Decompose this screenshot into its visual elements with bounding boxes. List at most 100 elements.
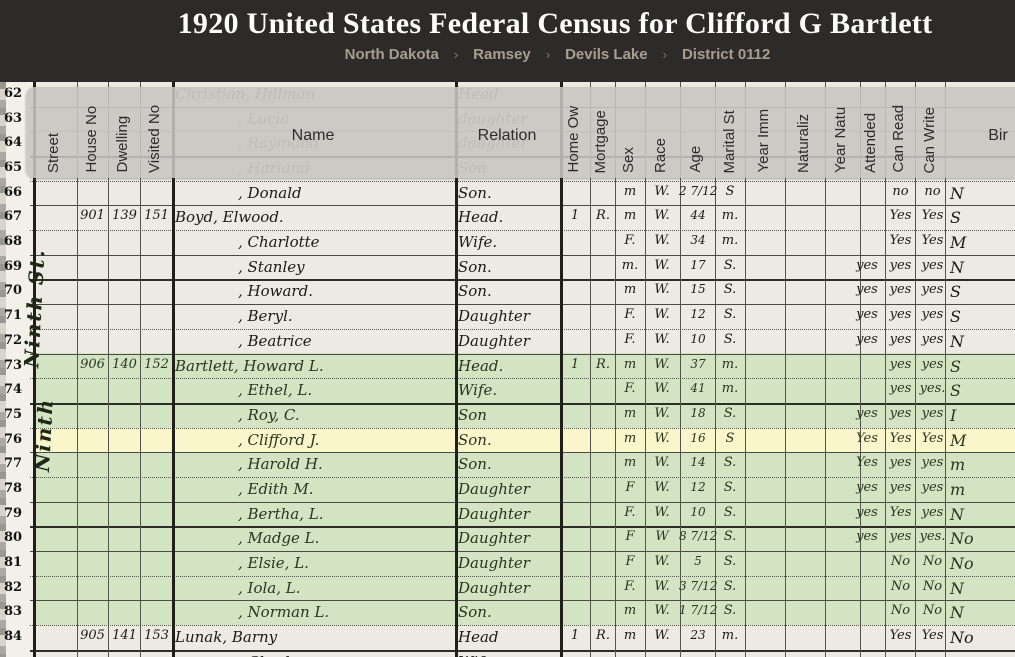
cell-race: W.	[654, 455, 670, 471]
cell-dwelling: 141	[112, 628, 137, 643]
cell-marital: S	[725, 183, 735, 199]
cell-read: Yes	[889, 430, 912, 446]
row-number: 65	[3, 160, 23, 175]
cell-home: 1	[570, 628, 580, 643]
row-number: 63	[3, 110, 23, 126]
row-number: 64	[3, 135, 23, 151]
cell-attended: yes	[856, 331, 878, 347]
cell-marital: S.	[723, 529, 737, 545]
cell-write: Yes	[921, 430, 944, 446]
cell-marital: S.	[723, 307, 737, 323]
cell-race: W.	[654, 331, 670, 347]
column-label-name: Name	[291, 127, 335, 144]
grid-column-line	[77, 82, 78, 657]
grid-column-line	[645, 82, 646, 657]
family-highlight-green	[33, 353, 1015, 625]
cell-sex: m	[623, 183, 637, 199]
cell-age: 18	[690, 405, 706, 420]
cell-write: Yes	[921, 233, 944, 249]
row-number: 78	[3, 480, 23, 496]
cell-birth: N	[950, 257, 964, 277]
grid-row-line	[30, 230, 1015, 232]
cell-birth: m	[950, 479, 966, 499]
cell-write: No	[922, 578, 943, 594]
cell-name: , Madge L.	[238, 529, 320, 548]
cell-race: W.	[654, 183, 670, 199]
cell-sex: F	[625, 529, 635, 545]
page-header: 1920 United States Federal Census for Cl…	[0, 0, 1015, 82]
cell-relation: Son.	[458, 282, 492, 301]
cell-name: Boyd, Elwood.	[175, 208, 284, 227]
cell-read: yes	[889, 529, 912, 545]
cell-birth: M	[950, 430, 967, 450]
cell-age: 14	[690, 455, 706, 470]
grid-column-line	[915, 82, 916, 657]
cell-read: yes	[889, 282, 912, 298]
cell-relation: Daughter	[458, 553, 530, 572]
grid-row-line	[30, 476, 1015, 478]
grid-column-line	[860, 82, 861, 657]
cell-name: , Charlotte	[238, 233, 320, 252]
column-label-visited-no: Visited No	[147, 104, 162, 173]
cell-age: 34	[690, 233, 706, 248]
cell-write: yes	[921, 307, 944, 323]
row-number: 84	[3, 629, 23, 644]
cell-age: 12	[690, 307, 706, 322]
cell-birth: S	[950, 208, 961, 228]
cell-sex: m	[623, 603, 637, 619]
cell-marital: m.	[721, 356, 739, 372]
cell-race: W.	[654, 405, 670, 421]
breadcrumb-item-city[interactable]: Devils Lake	[565, 46, 648, 63]
grid-row-line	[30, 649, 1015, 652]
cell-write: yes	[921, 479, 944, 495]
column-label-can-write: Can Write	[922, 106, 937, 173]
breadcrumb-item-county[interactable]: Ramsey	[473, 46, 531, 63]
cell-read: yes	[889, 381, 912, 397]
cell-read: Yes	[889, 208, 912, 224]
cell-attended: yes	[856, 307, 878, 323]
cell-write: Yes	[921, 208, 944, 224]
census-image-viewer[interactable]: 62 63 64 65 66 67 68 69 70 71 72 73 74 75 76 77 78 79 80 81…	[0, 82, 1015, 657]
cell-name: , Charles	[238, 653, 513, 657]
column-label-street: Street	[46, 132, 61, 173]
row-number: 73	[3, 357, 23, 373]
cell-mortgage: R.	[596, 208, 610, 224]
grid-row-line	[30, 427, 1015, 429]
cell-marital: m.	[721, 381, 739, 397]
cell-age: 17	[690, 257, 706, 272]
cell-name: , Donald	[238, 183, 302, 202]
cell-age: 15	[690, 282, 706, 297]
cell-write: Yes	[921, 628, 944, 643]
cell-birth: N	[950, 504, 964, 524]
breadcrumb-separator-icon: ›	[662, 47, 667, 62]
cell-relation: Son.	[458, 455, 492, 474]
cell-read: yes	[889, 455, 912, 471]
cell-house: 901	[80, 208, 105, 224]
cell-relation: Wife	[458, 653, 570, 657]
cell-sex: F.	[624, 307, 636, 323]
cell-relation: Daughter	[458, 529, 530, 548]
cell-relation: Daughter	[458, 479, 530, 498]
cell-write: yes	[921, 455, 944, 471]
grid-row-line	[30, 205, 1015, 207]
grid-row-line	[30, 600, 1015, 602]
breadcrumb-separator-icon: ›	[453, 47, 459, 62]
cell-read: yes	[889, 257, 912, 273]
cell-name: Bartlett, Howard L.	[175, 356, 324, 375]
cell-read: No	[890, 578, 911, 594]
grid-column-line	[680, 82, 681, 657]
grid-column-line	[745, 82, 746, 657]
cell-visited: 152	[144, 356, 169, 372]
cell-marital: S.	[723, 603, 737, 619]
grid-row-line	[30, 625, 1015, 626]
column-label-year-natu: Year Natu	[833, 106, 848, 173]
row-number: 81	[3, 554, 23, 570]
cell-name: Lunak, Barny	[175, 628, 278, 646]
cell-name: , Elsie, L.	[238, 553, 309, 572]
column-header-overlay: Street House No Dwelling Visited No Name Rela…	[26, 87, 1015, 178]
column-label-home-ow: Home Ow	[566, 106, 581, 173]
breadcrumb-item-state[interactable]: North Dakota	[344, 46, 439, 63]
row-number: 82	[3, 579, 23, 595]
breadcrumb-item-district[interactable]: District 0112	[681, 46, 771, 63]
cell-visited: 151	[144, 208, 169, 224]
